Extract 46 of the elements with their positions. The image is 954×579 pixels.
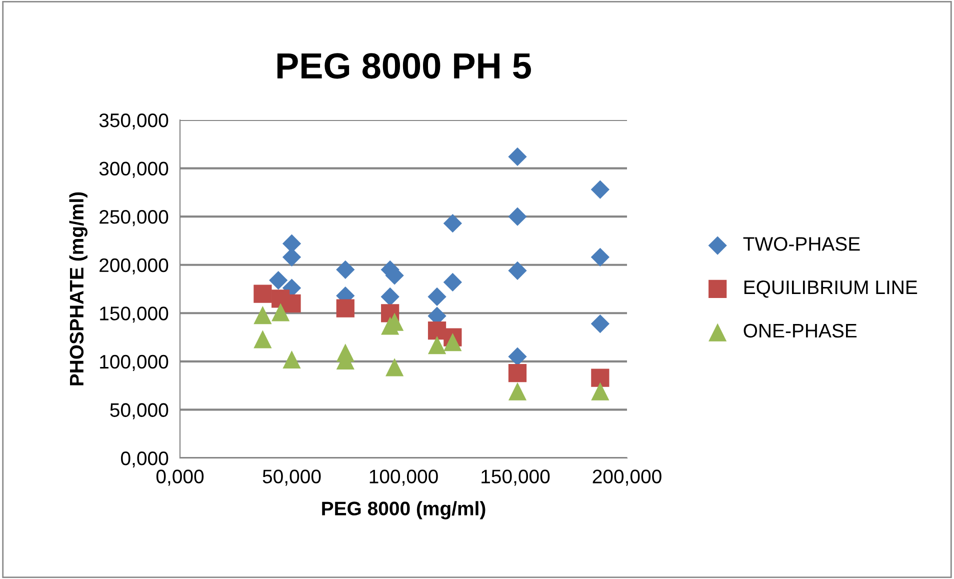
point <box>590 180 610 199</box>
point <box>428 287 446 306</box>
point <box>428 336 446 354</box>
point <box>272 303 290 322</box>
point <box>336 299 354 318</box>
legend-label: ONE-PHASE <box>744 324 857 338</box>
x-tick-label: 100,000 <box>370 470 438 486</box>
x-axis-title: PEG 8000 (mg/ml) <box>322 501 486 520</box>
y-tick-label: 250,000 <box>100 210 168 226</box>
point <box>254 284 272 303</box>
y-tick-label: 50,000 <box>110 403 168 420</box>
point <box>508 382 527 400</box>
y-tick-label: 300,000 <box>99 162 168 178</box>
y-tick-label: 100,000 <box>100 354 168 371</box>
point <box>508 207 527 226</box>
point <box>254 306 272 324</box>
legend-label: EQUILIBRIUM LINE <box>744 280 918 298</box>
point <box>282 350 301 369</box>
point <box>443 214 462 233</box>
point <box>269 270 288 290</box>
x-tick-label: 50,000 <box>262 470 321 486</box>
x-tick-label: 150,000 <box>482 470 550 486</box>
point <box>254 330 272 348</box>
point <box>508 347 527 366</box>
point <box>508 364 527 382</box>
point <box>508 147 527 166</box>
point <box>386 358 404 376</box>
y-tick-label: 0,000 <box>120 451 168 468</box>
point <box>591 368 610 387</box>
legend-label: TWO-PHASE <box>743 237 860 251</box>
point <box>443 272 462 292</box>
y-tick-label: 150,000 <box>100 306 168 323</box>
x-tick-label: 0,000 <box>156 470 204 486</box>
chart-title: PEG 8000 PH 5 <box>277 53 531 79</box>
point <box>336 260 355 280</box>
point <box>508 261 527 280</box>
point <box>380 287 400 306</box>
y-tick-label: 350,000 <box>99 113 168 130</box>
x-tick-label: 200,000 <box>592 470 662 486</box>
y-tick-label: 200,000 <box>100 258 168 274</box>
point <box>282 294 301 313</box>
point <box>590 248 610 266</box>
point <box>591 382 610 400</box>
y-axis-title: PHOSPHATE (mg/ml) <box>69 192 88 386</box>
point <box>590 314 610 334</box>
point <box>444 333 462 352</box>
